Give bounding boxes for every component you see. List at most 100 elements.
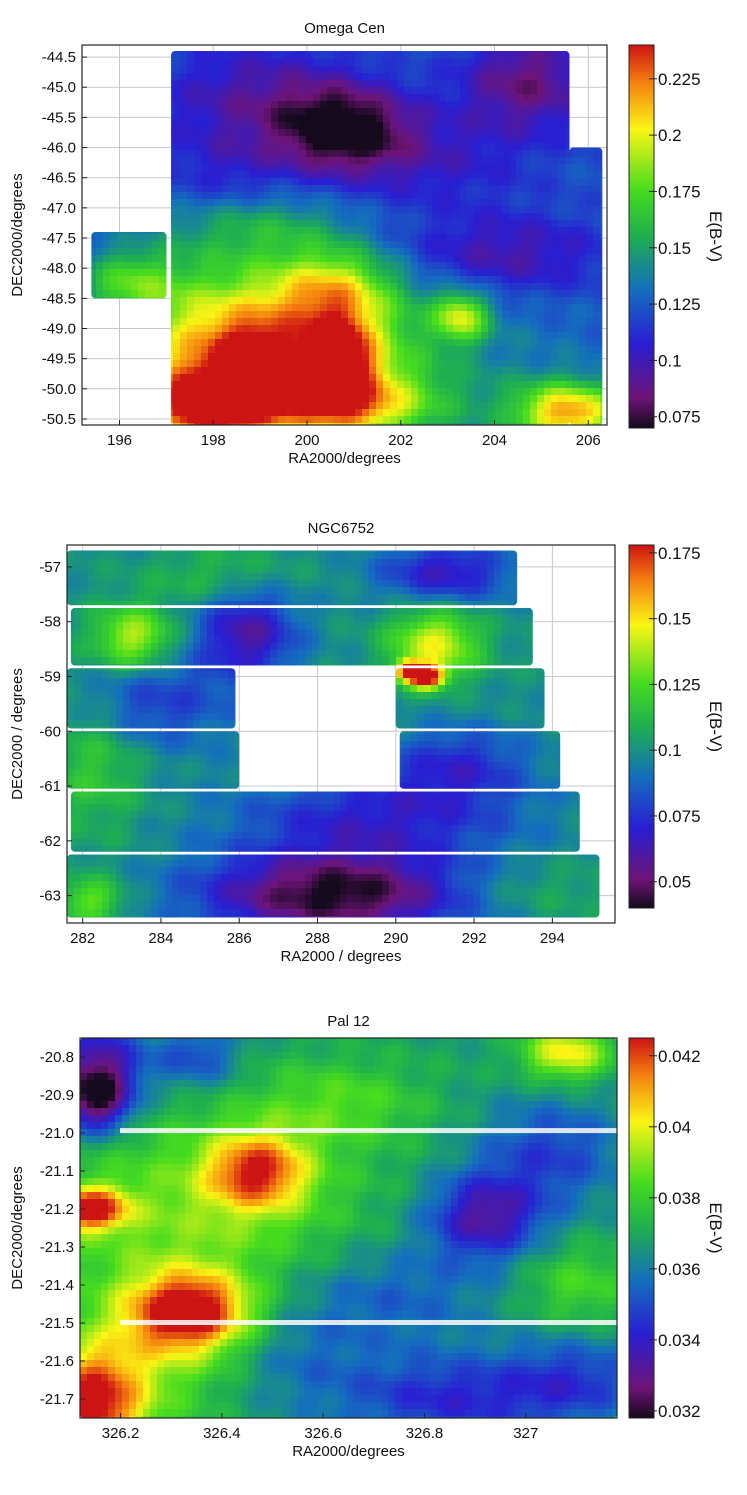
heatmap-cell: [600, 213, 603, 221]
heatmap-cell: [418, 94, 426, 102]
heatmap-cell: [222, 129, 230, 137]
heatmap-cell: [383, 199, 391, 207]
heatmap-cell: [137, 594, 145, 602]
heatmap-cell: [383, 143, 391, 151]
heatmap-cell: [439, 416, 447, 424]
heatmap-cell: [411, 290, 419, 298]
heatmap-cell: [403, 587, 411, 595]
heatmap-cell: [509, 339, 517, 347]
heatmap-cell: [544, 136, 552, 144]
heatmap-cell: [466, 566, 474, 574]
heatmap-cell: [446, 108, 454, 116]
heatmap-cell: [425, 395, 433, 403]
heatmap-cell: [187, 367, 195, 375]
heatmap-cell: [390, 59, 398, 67]
heatmap-cell: [236, 248, 244, 256]
heatmap-cell: [116, 580, 124, 588]
heatmap-cell: [103, 248, 111, 256]
heatmap-cell: [257, 367, 265, 375]
heatmap-cell: [439, 51, 447, 53]
heatmap-cell: [180, 87, 188, 95]
heatmap-cell: [537, 416, 545, 424]
heatmap-cell: [292, 143, 300, 151]
heatmap-cell: [229, 360, 237, 368]
heatmap-cell: [271, 87, 279, 95]
heatmap-cell: [502, 381, 510, 389]
heatmap-cell: [292, 353, 300, 361]
heatmap-cell: [229, 51, 237, 53]
heatmap-cell: [299, 395, 307, 403]
heatmap-cell: [579, 164, 587, 172]
heatmap-cell: [446, 213, 454, 221]
heatmap-cell: [362, 311, 370, 319]
heatmap-cell: [375, 608, 383, 616]
heatmap-cell: [368, 608, 376, 616]
heatmap-cell: [572, 269, 580, 277]
heatmap-cell: [74, 552, 82, 560]
heatmap-cell: [397, 185, 405, 193]
heatmap-cell: [327, 395, 335, 403]
heatmap-cell: [389, 594, 397, 602]
heatmap-cell: [187, 171, 195, 179]
heatmap-cell: [551, 283, 559, 291]
heatmap-cell: [530, 381, 538, 389]
heatmap-cell: [425, 374, 433, 382]
heatmap-cell: [453, 94, 461, 102]
heatmap-cell: [403, 566, 411, 574]
heatmap-cell: [362, 143, 370, 151]
heatmap-cell: [285, 388, 293, 396]
heatmap-cell: [278, 227, 286, 235]
heatmap-cell: [222, 346, 230, 354]
heatmap-cell: [285, 136, 293, 144]
heatmap-cell: [516, 255, 524, 263]
heatmap-cell: [439, 423, 447, 425]
heatmap-cell: [242, 573, 250, 581]
heatmap-cell: [180, 185, 188, 193]
heatmap-cell: [425, 213, 433, 221]
heatmap-cell: [173, 220, 181, 228]
heatmap-cell: [432, 80, 440, 88]
heatmap-cell: [81, 608, 89, 616]
heatmap-cell: [495, 276, 503, 284]
heatmap-cell: [369, 108, 377, 116]
heatmap-cell: [229, 192, 237, 200]
heatmap-cell: [432, 59, 440, 67]
heatmap-cell: [179, 594, 187, 602]
heatmap-cell: [257, 87, 265, 95]
heatmap-cell: [467, 94, 475, 102]
heatmap-cell: [572, 262, 580, 270]
heatmap-cell: [348, 108, 356, 116]
heatmap-cell: [278, 423, 286, 425]
heatmap-cell: [579, 388, 587, 396]
heatmap-cell: [488, 94, 496, 102]
heatmap-cell: [481, 395, 489, 403]
heatmap-cell: [243, 353, 251, 361]
heatmap-cell: [396, 566, 404, 574]
heatmap-cell: [348, 381, 356, 389]
heatmap-cell: [341, 157, 349, 165]
heatmap-cell: [502, 423, 510, 425]
heatmap-cell: [537, 87, 545, 95]
heatmap-cell: [579, 416, 587, 424]
heatmap-cell: [208, 325, 216, 333]
heatmap-cell: [530, 178, 538, 186]
heatmap-cell: [355, 87, 363, 95]
heatmap-cell: [460, 80, 468, 88]
heatmap-cell: [222, 241, 230, 249]
heatmap-cell: [236, 59, 244, 67]
heatmap-cell: [278, 122, 286, 130]
heatmap-cell: [208, 150, 216, 158]
heatmap-cell: [347, 608, 355, 616]
heatmap-cell: [229, 269, 237, 277]
heatmap-cell: [446, 262, 454, 270]
heatmap-cell: [523, 416, 531, 424]
heatmap-cell: [355, 374, 363, 382]
heatmap-cell: [551, 241, 559, 249]
heatmap-cell: [376, 367, 384, 375]
heatmap-cell: [495, 178, 503, 186]
heatmap-cell: [327, 360, 335, 368]
heatmap-cell: [236, 80, 244, 88]
heatmap-cell: [551, 129, 559, 137]
heatmap-cell: [544, 171, 552, 179]
heatmap-cell: [201, 213, 209, 221]
